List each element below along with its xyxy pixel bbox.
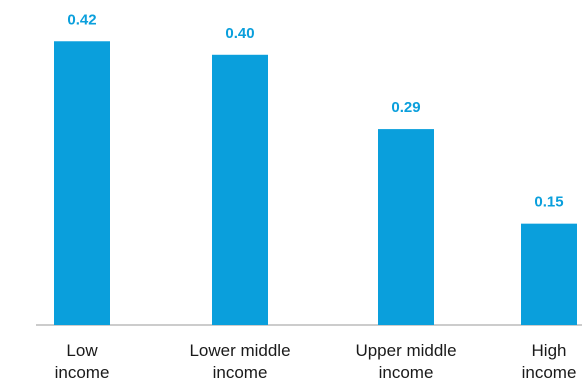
bar-2: [378, 129, 434, 325]
category-label-0: Low income: [55, 341, 110, 381]
bar-0: [54, 41, 110, 326]
category-label-3-line-1: income: [522, 363, 577, 381]
bars-group: [54, 41, 577, 326]
bar-1: [212, 54, 268, 326]
category-label-1-line-0: Lower middle: [189, 341, 290, 360]
category-label-0-line-0: Low: [66, 341, 98, 360]
value-label-2: 0.29: [391, 99, 420, 116]
value-label-1: 0.40: [225, 25, 254, 42]
category-label-3-line-0: High: [532, 341, 567, 360]
category-label-0-line-1: income: [55, 363, 110, 381]
category-label-2: Upper middle income: [355, 341, 456, 381]
category-label-2-line-0: Upper middle: [355, 341, 456, 360]
category-label-2-line-1: income: [379, 363, 434, 381]
category-label-1-line-1: income: [213, 363, 268, 381]
value-labels-group: 0.42 0.40 0.29 0.15: [67, 11, 563, 210]
category-label-1: Lower middle income: [189, 341, 290, 381]
category-label-3: High income: [522, 341, 577, 381]
category-labels-group: Low income Lower middle income Upper middle i…: [55, 341, 577, 381]
bar-3: [521, 223, 577, 325]
value-label-3: 0.15: [534, 194, 563, 211]
value-label-0: 0.42: [67, 11, 96, 28]
